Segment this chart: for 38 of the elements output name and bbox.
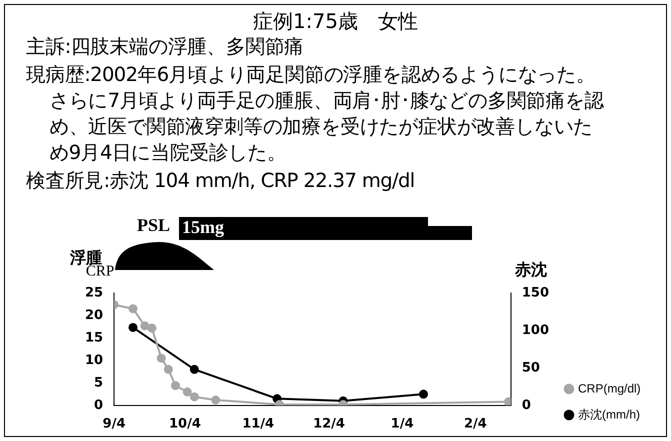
x-tick-label: 10/4	[169, 416, 201, 432]
point	[418, 390, 428, 399]
y-tick-label: 0	[94, 398, 104, 413]
point	[164, 364, 173, 374]
y-tick-label: 15	[84, 330, 104, 346]
y-tick-label: 25	[84, 285, 104, 300]
y-tick-label: 5	[94, 375, 104, 390]
text: 現病歴:2002年6月頃より両足関節の浮腫を認めるようになった。さらに7月頃より両手足の腫脹、両肩･肘･膝などの多関節痛を認め、近医で関節液穿刺等の加療を受けたが症状が改善しないため9月4日に当院受診した。	[26, 62, 605, 166]
x-tick-label: 1/4	[390, 416, 414, 432]
text: 主訴:四肢末端の浮腫、多関節痛	[26, 34, 305, 60]
x-tick-label: 2/4	[464, 416, 487, 432]
point	[147, 324, 156, 333]
y2-tick-label: 150	[522, 285, 550, 300]
x-tick-label: 11/4	[242, 416, 274, 432]
point	[190, 392, 199, 402]
point	[128, 304, 138, 314]
y2-tick-label: 50	[522, 360, 540, 376]
x-tick-label: 9/4	[102, 416, 126, 432]
text: 15mg	[182, 217, 224, 237]
point	[182, 387, 192, 396]
text: PSL	[137, 215, 170, 235]
point	[211, 396, 220, 405]
legend-label: 赤沈(mm/h)	[578, 407, 640, 422]
y2-tick-label: 0	[522, 398, 531, 413]
point	[156, 354, 166, 363]
y2-tick-label: 100	[522, 322, 550, 338]
legend-label: CRP(mg/dl)	[578, 381, 641, 396]
chart-title: 症例1:75歳 女性	[252, 8, 419, 35]
text: 浮腫	[70, 248, 102, 267]
text: 検査所見:赤沈 104 mm/h, CRP 22.37 mg/dl	[26, 168, 416, 194]
y2-axis-title: 赤沈	[514, 260, 547, 280]
x-tick-label: 12/4	[313, 416, 345, 432]
point	[170, 381, 180, 390]
point	[140, 321, 150, 330]
point	[190, 364, 199, 374]
y-tick-label: 20	[84, 308, 104, 323]
point	[128, 322, 138, 332]
y-tick-label: 10	[84, 352, 104, 368]
